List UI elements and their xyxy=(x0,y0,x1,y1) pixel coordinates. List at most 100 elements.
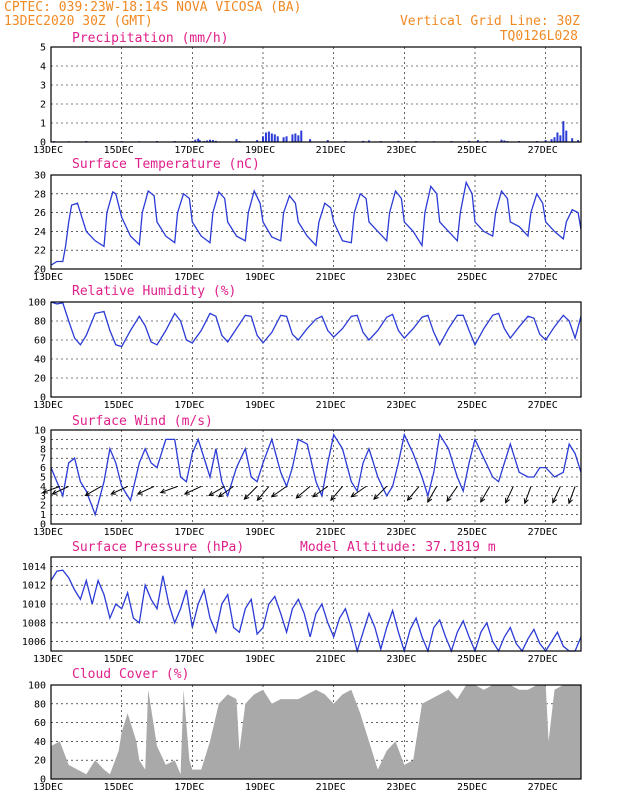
cloud-title: Cloud Cover (%) xyxy=(72,667,189,682)
wind-arrow-shaft xyxy=(208,485,225,496)
wind-plot-frame xyxy=(50,429,582,525)
wind-arrow-head xyxy=(427,496,433,503)
temp-y-tick-label: 28 xyxy=(34,189,46,200)
cloud-y-tick-label: 100 xyxy=(28,681,46,692)
wind-arrow xyxy=(552,486,561,504)
wind-arrow-head xyxy=(51,489,58,495)
cloud-plot-frame xyxy=(50,684,582,780)
temp-x-tick-label: 17DEC xyxy=(174,272,204,283)
wind-arrow-shaft xyxy=(480,486,491,503)
precip-x-tick-label: 25DEC xyxy=(457,145,487,156)
rh-x-tick-label: 27DEC xyxy=(528,400,558,411)
precip-bar xyxy=(300,130,303,142)
wind-y-tick-label: 8 xyxy=(40,444,46,455)
cloud-y-tick-label: 80 xyxy=(34,699,46,710)
wind-arrow-shaft xyxy=(160,485,178,494)
precip-bar xyxy=(235,139,238,142)
cloud-x-tick-label: 23DEC xyxy=(386,782,416,793)
rh-plot-frame xyxy=(50,301,582,398)
temp-x-tick-label: 21DEC xyxy=(316,272,346,283)
wind-y-tick-label: 3 xyxy=(40,491,46,502)
wind-arrow-shaft xyxy=(446,486,458,502)
precip-y-tick-label: 1 xyxy=(40,119,46,130)
pressure-x-tick-label: 19DEC xyxy=(245,654,275,665)
wind-arrow xyxy=(350,485,367,498)
precip-y-tick-label: 4 xyxy=(40,62,46,73)
precip-bar xyxy=(267,131,270,142)
precip-bar xyxy=(270,133,273,142)
wind-arrow xyxy=(110,485,128,495)
precip-y-tick-label: 0 xyxy=(40,138,46,149)
wind-arrow xyxy=(270,485,287,498)
wind-arrow-shaft xyxy=(312,485,329,498)
temp-x-tick-label: 13DEC xyxy=(33,272,63,283)
wind-arrow-head xyxy=(406,495,413,502)
precip-x-tick-label: 21DEC xyxy=(316,145,346,156)
wind-x-tick-label: 13DEC xyxy=(33,527,63,538)
wind-arrow-shaft xyxy=(373,486,388,500)
wind-arrow-head xyxy=(567,498,573,505)
wind-y-tick-label: 6 xyxy=(40,463,46,474)
pressure-x-tick-label: 15DEC xyxy=(104,654,134,665)
wind-arrow-shaft xyxy=(52,485,69,495)
precip-bar xyxy=(273,134,276,142)
wind-series-line xyxy=(50,432,582,517)
wind-arrow-head xyxy=(183,489,190,495)
rh-x-tick-label: 17DEC xyxy=(174,400,204,411)
wind-arrow-head xyxy=(446,496,452,503)
wind-arrow-shaft xyxy=(568,486,576,504)
wind-arrow xyxy=(183,485,202,495)
wind-arrow-shaft xyxy=(111,485,128,495)
wind-arrow-shaft xyxy=(271,485,287,498)
wind-arrow xyxy=(446,486,458,503)
wind-arrow xyxy=(256,486,270,502)
wind-arrow-head xyxy=(505,497,510,504)
wind-x-tick-label: 23DEC xyxy=(386,527,416,538)
precip-bar xyxy=(291,134,294,142)
wind-arrow xyxy=(295,486,311,499)
precip-bar xyxy=(211,140,214,142)
temp-series-line xyxy=(50,180,582,266)
pressure-x-tick-label: 17DEC xyxy=(174,654,204,665)
pressure-title: Surface Pressure (hPa) xyxy=(72,540,244,555)
wind-arrow xyxy=(136,485,155,495)
precip-bar xyxy=(500,139,503,142)
wind-arrow-head xyxy=(330,495,336,502)
wind-arrow-head xyxy=(110,489,117,495)
wind-arrow-head xyxy=(217,492,224,498)
precip-bar xyxy=(197,138,200,142)
wind-arrow-head xyxy=(373,494,379,500)
cloud-x-tick-label: 21DEC xyxy=(316,782,346,793)
wind-arrow-head xyxy=(84,490,91,496)
wind-y-tick-label: 0 xyxy=(40,520,46,531)
cloud-y-tick-label: 20 xyxy=(34,756,46,767)
wind-arrow-shaft xyxy=(330,486,343,501)
header-vertical-grid: Vertical Grid Line: 30Z xyxy=(400,14,580,29)
cloud-x-tick-label: 19DEC xyxy=(245,782,275,793)
wind-title: Surface Wind (m/s) xyxy=(72,414,213,429)
cloud-x-tick-label: 27DEC xyxy=(528,782,558,793)
wind-arrow xyxy=(312,485,329,498)
precip-bar xyxy=(276,136,279,142)
wind-arrow-shaft xyxy=(218,485,234,498)
precip-bar xyxy=(503,140,506,142)
wind-arrow-head xyxy=(295,493,302,499)
precip-bar xyxy=(562,121,565,142)
precip-x-tick-label: 17DEC xyxy=(174,145,204,156)
cloud-y-tick-label: 40 xyxy=(34,737,46,748)
wind-arrow xyxy=(523,486,532,505)
pressure-x-tick-label: 13DEC xyxy=(33,654,63,665)
rh-y-tick-label: 40 xyxy=(34,355,46,366)
precip-bar xyxy=(194,139,197,142)
header-model-code: TQ0126L028 xyxy=(500,29,578,44)
rh-y-tick-label: 0 xyxy=(40,393,46,404)
wind-arrow xyxy=(159,485,178,494)
pressure-y-tick-label: 1012 xyxy=(22,581,46,592)
wind-arrow xyxy=(406,486,420,502)
panel-temperature: Surface Temperature (nC) 13DEC 15DEC 17DEC… xyxy=(33,157,582,283)
pressure-plot-frame xyxy=(50,556,582,652)
wind-arrow-shaft xyxy=(137,485,155,495)
precip-bar xyxy=(565,130,568,142)
precip-bar xyxy=(198,140,201,142)
